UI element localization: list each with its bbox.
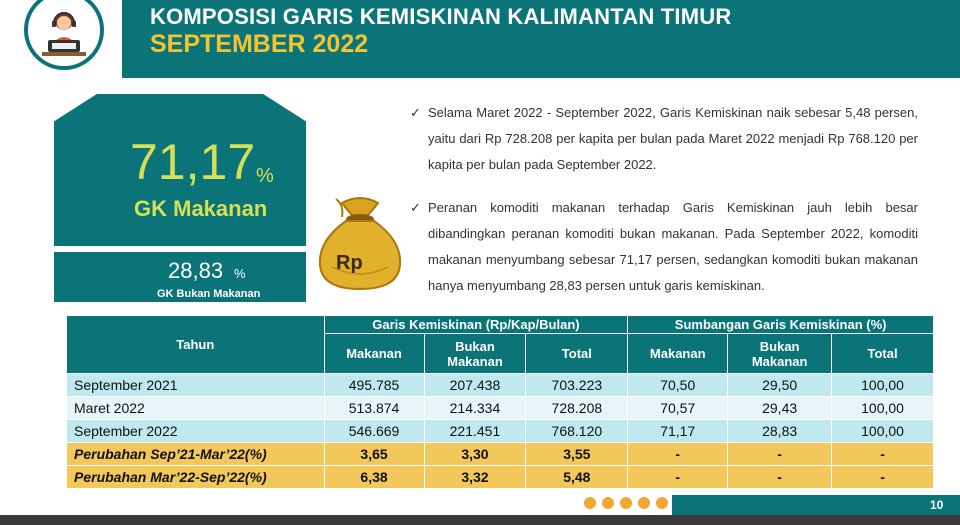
nonfood-share-unit: %	[234, 266, 246, 281]
food-share-panel	[54, 94, 306, 246]
table-cell: September 2022	[66, 419, 325, 443]
table-row: September 2021 495.785 207.438 703.223 7…	[66, 373, 934, 397]
table-cell: -	[831, 465, 934, 489]
table-row-change: Perubahan Sep’21-Mar’22(%) 3,65 3,30 3,5…	[66, 442, 934, 466]
table-cell: Perubahan Mar’22-Sep’22(%)	[66, 465, 325, 489]
sub-header: Total	[525, 333, 629, 374]
table-cell: 3,55	[525, 442, 629, 466]
table-cell: 6,38	[323, 465, 425, 489]
sub-header: Bukan Makanan	[423, 333, 527, 374]
dot-icon	[602, 497, 614, 509]
food-share-unit: %	[256, 165, 274, 187]
table-cell: 214.334	[423, 396, 527, 420]
table-cell: 70,50	[627, 373, 729, 397]
table-cell: 70,57	[627, 396, 729, 420]
check-icon: ✓	[410, 200, 421, 215]
year-header: Tahun	[66, 315, 325, 374]
table-cell: 3,32	[423, 465, 527, 489]
table-cell: -	[727, 442, 833, 466]
table-cell: 29,43	[727, 396, 833, 420]
table-cell: 495.785	[323, 373, 425, 397]
table-cell: 3,30	[423, 442, 527, 466]
page-subtitle: SEPTEMBER 2022	[150, 30, 369, 58]
table-cell: 546.669	[323, 419, 425, 443]
table-cell: Perubahan Sep’21-Mar’22(%)	[66, 442, 325, 466]
page-number: 10	[930, 498, 944, 512]
table-cell: 207.438	[423, 373, 527, 397]
bullet-2: ✓ Peranan komoditi makanan terhadap Gari…	[410, 195, 918, 299]
bullet-1: ✓ Selama Maret 2022 - September 2022, Ga…	[410, 100, 918, 178]
table-cell: 5,48	[525, 465, 629, 489]
table-cell: 100,00	[831, 419, 934, 443]
dot-icon	[638, 497, 650, 509]
table-cell: 100,00	[831, 396, 934, 420]
table-cell: September 2021	[66, 373, 325, 397]
table-row: September 2022 546.669 221.451 768.120 7…	[66, 419, 934, 443]
table-cell: 71,17	[627, 419, 729, 443]
dot-icon	[584, 497, 596, 509]
bottom-strip	[0, 515, 960, 525]
sub-header: Bukan Makanan	[727, 333, 833, 374]
title-band	[122, 0, 960, 78]
sub-header: Total	[831, 333, 934, 374]
food-share-value: 71,17	[130, 134, 256, 190]
page-title: KOMPOSISI GARIS KEMISKINAN KALIMANTAN TI…	[150, 4, 732, 29]
dot-icon	[620, 497, 632, 509]
sub-header: Makanan	[323, 333, 425, 374]
group-header-poverty-line: Garis Kemiskinan (Rp/Kap/Bulan)	[323, 315, 629, 334]
sub-header: Makanan	[627, 333, 729, 374]
food-share-label: GK Makanan	[134, 196, 268, 221]
group-header-contribution: Sumbangan Garis Kemiskinan (%)	[627, 315, 934, 334]
table-cell: 28,83	[727, 419, 833, 443]
table-cell: 221.451	[423, 419, 527, 443]
table-cell: 29,50	[727, 373, 833, 397]
table-cell: Maret 2022	[66, 396, 325, 420]
table-row-change: Perubahan Mar’22-Sep’22(%) 6,38 3,32 5,4…	[66, 465, 934, 489]
table-cell: -	[727, 465, 833, 489]
nonfood-share-label: GK Bukan Makanan	[157, 288, 261, 300]
poverty-line-table: Tahun Garis Kemiskinan (Rp/Kap/Bulan) Su…	[66, 315, 934, 489]
footer-bar	[672, 495, 960, 515]
table-cell: 768.120	[525, 419, 629, 443]
person-at-computer-icon	[24, 0, 104, 70]
check-icon: ✓	[410, 105, 421, 120]
dot-icon	[656, 497, 668, 509]
table-cell: 703.223	[525, 373, 629, 397]
bullet-2-text: Peranan komoditi makanan terhadap Garis …	[428, 200, 918, 293]
decorative-dots	[584, 497, 686, 509]
bullet-1-text: Selama Maret 2022 - September 2022, Gari…	[428, 105, 918, 172]
table-cell: -	[627, 442, 729, 466]
table-cell: 728.208	[525, 396, 629, 420]
table-cell: -	[831, 442, 934, 466]
money-bag-icon: Rp	[312, 195, 408, 298]
table-cell: 513.874	[323, 396, 425, 420]
table-cell: 100,00	[831, 373, 934, 397]
nonfood-share-value: 28,83	[168, 258, 224, 283]
nonfood-share-panel	[54, 252, 306, 302]
table-cell: -	[627, 465, 729, 489]
table-row: Maret 2022 513.874 214.334 728.208 70,57…	[66, 396, 934, 420]
table-cell: 3,65	[323, 442, 425, 466]
bag-label: Rp	[336, 252, 363, 274]
